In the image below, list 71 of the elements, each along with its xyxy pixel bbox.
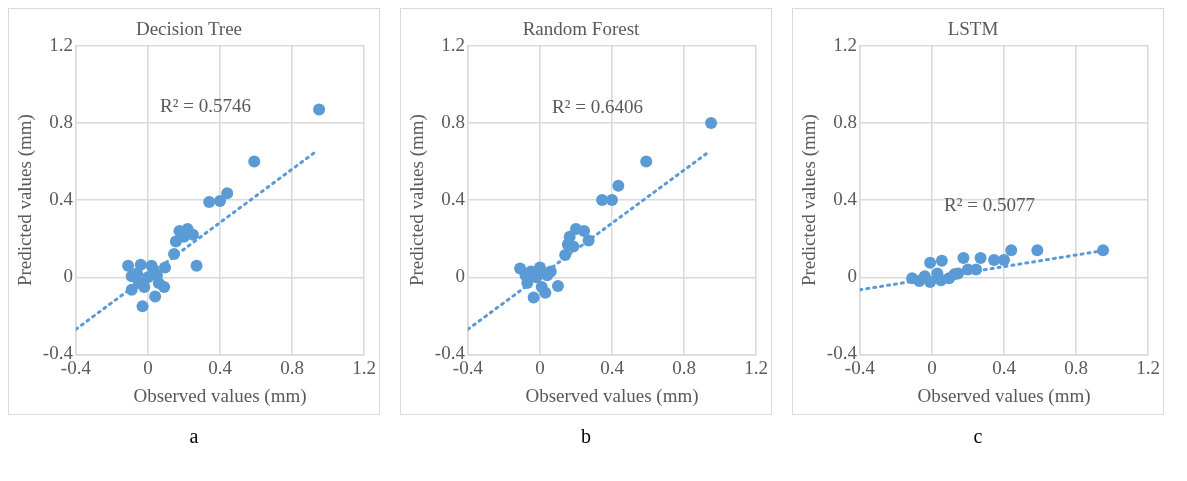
point [214,195,226,208]
text: b [581,425,591,448]
point [640,155,653,168]
x-axis-title: Observed values (mm) [525,384,699,407]
y-tick-label: 0.8 [441,110,465,132]
x-tick-label: 0.4 [208,356,233,378]
point [935,254,948,267]
point [168,248,181,261]
point [1097,244,1110,257]
point [998,253,1010,266]
point [559,249,572,262]
x-tick-label: 1.2 [744,356,768,378]
annotation: R² = 0.6406 [552,95,643,117]
point [145,259,158,272]
point [313,103,326,116]
x-tick-label: 0 [143,356,153,378]
point [957,251,970,264]
x-axis-title: Observed values (mm) [133,384,307,407]
y-tick-label: 0.4 [49,188,74,210]
chart-title: LSTM [947,18,999,40]
y-tick-label: 0 [847,265,857,287]
x-axis-title: Observed values (mm) [917,384,1091,407]
y-tick-label: 1.2 [441,33,465,55]
point [578,224,591,237]
point [136,300,149,313]
point [122,259,135,272]
x-tick-label: 0.8 [280,356,304,378]
point [527,291,540,304]
point [544,265,557,278]
point [612,179,625,192]
chart-title: Decision Tree [135,18,243,40]
x-tick-label: 0.4 [600,356,625,378]
x-tick-label: 0.4 [992,356,1017,378]
point [1005,244,1018,257]
text: c [973,425,983,448]
x-tick-label: 0.8 [672,356,696,378]
point [535,280,548,293]
point [582,234,595,247]
chart-title: Random Forest [522,18,641,40]
y-tick-label: 0 [455,265,465,287]
y-axis-title: Predicted values (mm) [798,114,821,287]
text: a [189,425,199,448]
x-tick-label: 0 [927,356,937,378]
x-tick-label: 0.8 [1064,356,1088,378]
point [248,155,261,168]
point [203,196,216,209]
annotation: R² = 0.5746 [160,94,251,116]
y-tick-label: 1.2 [49,33,73,55]
x-tick-label: 1.2 [352,356,376,378]
y-tick-label: 0.4 [833,188,858,210]
point [149,290,162,303]
y-axis-title: Predicted values (mm) [406,114,429,287]
x-tick-label: 0 [535,356,545,378]
y-tick-label: 0 [63,265,73,287]
y-tick-label: 0.4 [441,188,466,210]
point [931,267,944,280]
point [190,259,203,272]
y-tick-label: 1.2 [833,33,857,55]
point [924,256,937,269]
point [551,279,564,292]
y-tick-label: 0.8 [833,110,857,132]
point [606,194,618,207]
point [221,187,234,200]
point [1031,244,1044,257]
y-tick-label: 0.8 [49,110,73,132]
point [974,251,987,264]
x-tick-label: 1.2 [1136,356,1160,378]
point [705,116,718,129]
point [159,261,172,274]
annotation: R² = 0.5077 [944,194,1035,216]
y-axis-title: Predicted values (mm) [14,114,37,287]
